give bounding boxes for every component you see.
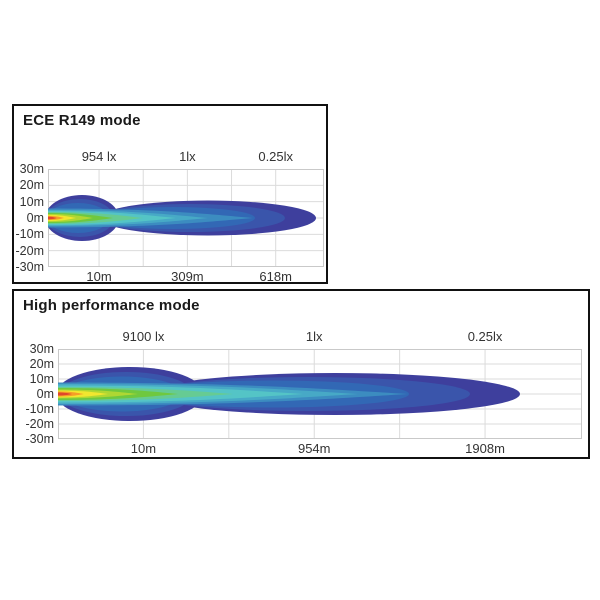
x-tick-label: 618m [259,269,292,284]
lux-contour-label: 954 lx [81,149,117,164]
panel-ece-r149-mode: ECE R149 mode 30m 20m 10m 0m -10m -20m -30m 954… [12,104,328,284]
y-tick-label: 10m [29,372,54,386]
beam-chart [48,169,324,267]
panel-high-performance-mode: High performance mode 30m 20m 10m 0m -10m -20… [12,289,590,459]
lux-contour-label: 0.25lx [258,149,294,164]
x-tick-label: 1908m [465,441,505,456]
y-tick-label: -30m [15,260,44,274]
panel-title: ECE R149 mode [23,112,141,129]
panel-title: High performance mode [23,297,200,314]
y-tick-label: -20m [25,417,54,431]
y-tick-label: 30m [19,162,44,176]
y-tick-label: -10m [25,402,54,416]
y-tick-label: 10m [19,194,44,209]
lux-contour-label: 9100 lx [122,329,165,344]
x-tick-label: 309m [171,269,204,284]
y-tick-label: -30m [25,432,54,446]
y-tick-label: 20m [29,357,54,371]
lux-contour-label: 0.25lx [467,329,503,344]
x-tick-label: 10m [130,441,157,456]
x-tick-label: 954m [297,441,331,456]
y-tick-label: -20m [15,243,44,258]
y-tick-label: -10m [15,227,44,242]
y-tick-label: 30m [29,342,54,356]
isolux-layer-core [58,392,72,396]
x-tick-label: 10m [86,269,112,284]
isolux-layer-core [48,216,57,220]
lux-contour-label: 1lx [305,329,323,344]
lux-contour-label: 1lx [179,149,196,164]
beam-chart [58,349,582,439]
y-tick-label: 0m [36,387,54,401]
y-tick-label: 0m [26,211,44,225]
y-tick-label: 20m [19,178,44,193]
